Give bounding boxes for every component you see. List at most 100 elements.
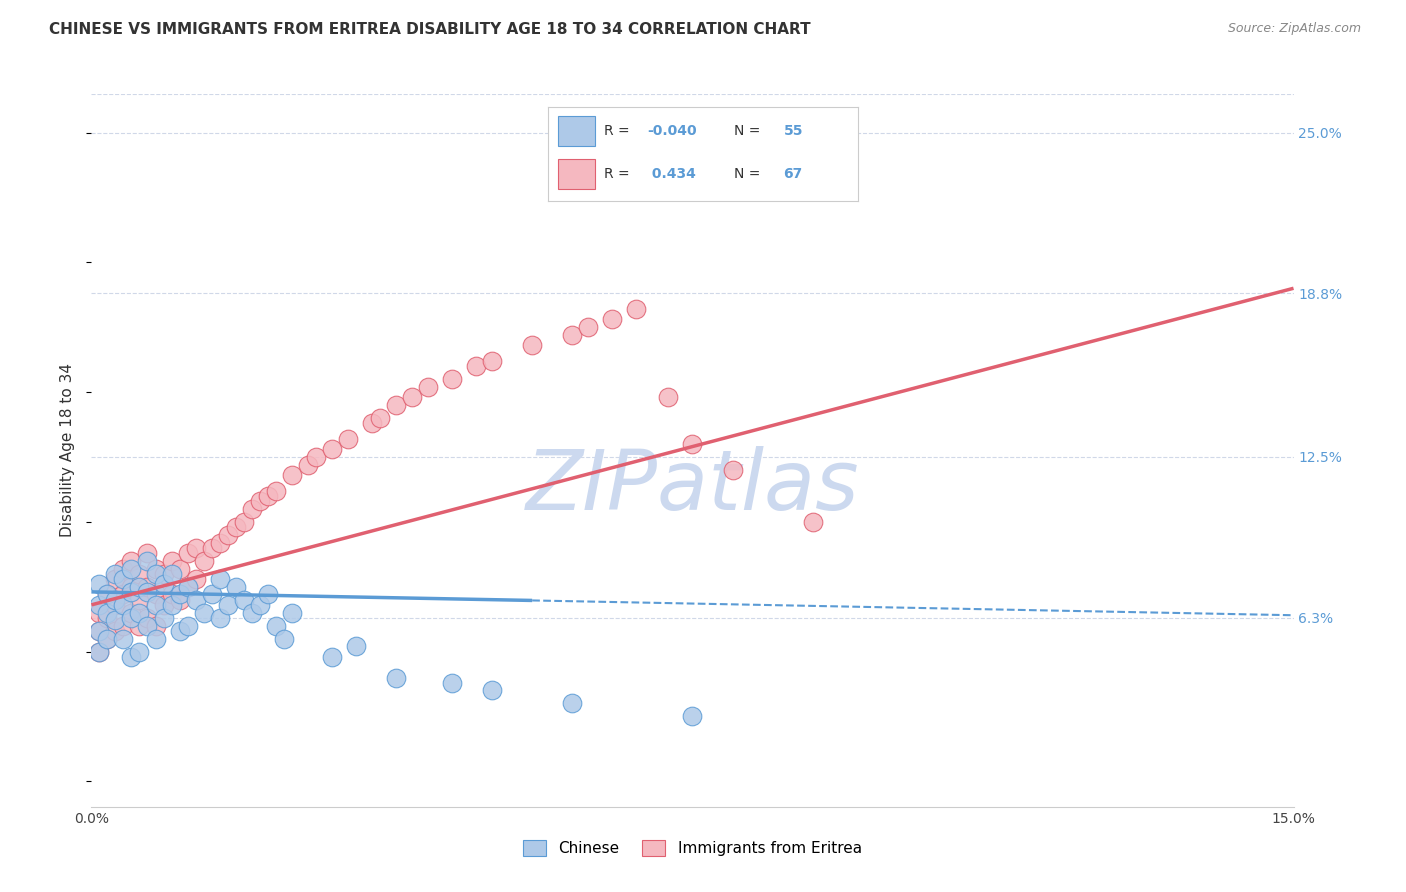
Point xyxy=(89,606,111,620)
Point xyxy=(145,561,167,575)
Point xyxy=(176,546,198,560)
Point xyxy=(193,554,215,568)
Point xyxy=(368,411,391,425)
Point xyxy=(465,359,488,373)
Text: 55: 55 xyxy=(783,124,803,138)
Point xyxy=(561,697,583,711)
Point xyxy=(112,632,135,646)
Point xyxy=(160,566,183,581)
Point xyxy=(249,494,271,508)
Point xyxy=(401,390,423,404)
Point xyxy=(184,592,207,607)
Point xyxy=(145,598,167,612)
Point xyxy=(89,644,111,658)
Point xyxy=(208,535,231,549)
Point xyxy=(136,611,159,625)
Point xyxy=(336,432,359,446)
Point xyxy=(152,566,174,581)
Point xyxy=(440,372,463,386)
Point xyxy=(160,554,183,568)
Text: CHINESE VS IMMIGRANTS FROM ERITREA DISABILITY AGE 18 TO 34 CORRELATION CHART: CHINESE VS IMMIGRANTS FROM ERITREA DISAB… xyxy=(49,22,811,37)
Point xyxy=(184,572,207,586)
Point xyxy=(256,587,278,601)
Point xyxy=(169,592,191,607)
Point xyxy=(112,587,135,601)
Point xyxy=(121,554,143,568)
Text: 67: 67 xyxy=(783,168,803,181)
Point xyxy=(152,577,174,591)
Point xyxy=(681,437,703,451)
Point xyxy=(225,580,247,594)
Text: R =: R = xyxy=(605,124,634,138)
Point xyxy=(160,587,183,601)
Point xyxy=(481,354,503,368)
Point xyxy=(121,585,143,599)
Point xyxy=(208,611,231,625)
Point xyxy=(121,611,143,625)
Point xyxy=(281,468,304,483)
Point xyxy=(264,618,287,632)
Point xyxy=(344,640,367,654)
Point xyxy=(104,566,127,581)
Point xyxy=(89,577,111,591)
Point xyxy=(321,442,343,457)
Point xyxy=(217,598,239,612)
Point xyxy=(136,554,159,568)
Point xyxy=(801,515,824,529)
Point xyxy=(169,587,191,601)
Point xyxy=(128,592,150,607)
Point xyxy=(264,483,287,498)
Point xyxy=(232,592,254,607)
Point xyxy=(208,572,231,586)
Point xyxy=(121,561,143,575)
Text: N =: N = xyxy=(734,124,765,138)
Point xyxy=(249,598,271,612)
Point xyxy=(305,450,328,464)
Point xyxy=(240,501,263,516)
Bar xyxy=(558,160,595,189)
Point xyxy=(576,320,599,334)
Point xyxy=(169,561,191,575)
Point xyxy=(176,618,198,632)
Point xyxy=(96,587,118,601)
Point xyxy=(232,515,254,529)
Point xyxy=(721,463,744,477)
Point xyxy=(176,580,198,594)
Point xyxy=(240,606,263,620)
Point xyxy=(128,566,150,581)
Point xyxy=(561,328,583,343)
Point xyxy=(440,675,463,690)
Point xyxy=(112,618,135,632)
Text: N =: N = xyxy=(734,168,765,181)
Point xyxy=(96,606,118,620)
Point xyxy=(96,587,118,601)
Point xyxy=(273,632,295,646)
Point xyxy=(121,649,143,664)
Point xyxy=(169,624,191,638)
Point xyxy=(385,671,408,685)
Point xyxy=(96,632,118,646)
Point xyxy=(481,683,503,698)
Point xyxy=(121,580,143,594)
Text: -0.040: -0.040 xyxy=(647,124,697,138)
Text: ZIPatlas: ZIPatlas xyxy=(526,446,859,526)
Text: Source: ZipAtlas.com: Source: ZipAtlas.com xyxy=(1227,22,1361,36)
Point xyxy=(281,606,304,620)
Point xyxy=(657,390,679,404)
Point xyxy=(201,587,224,601)
Point xyxy=(136,546,159,560)
Point xyxy=(256,489,278,503)
Point xyxy=(89,644,111,658)
Text: 0.434: 0.434 xyxy=(647,168,696,181)
Y-axis label: Disability Age 18 to 34: Disability Age 18 to 34 xyxy=(60,363,76,538)
Point xyxy=(104,592,127,607)
Point xyxy=(184,541,207,555)
Text: R =: R = xyxy=(605,168,634,181)
Point xyxy=(321,649,343,664)
Point xyxy=(217,528,239,542)
Point xyxy=(145,587,167,601)
Point xyxy=(626,301,648,316)
Point xyxy=(160,598,183,612)
Point xyxy=(112,572,135,586)
Point xyxy=(104,614,127,628)
